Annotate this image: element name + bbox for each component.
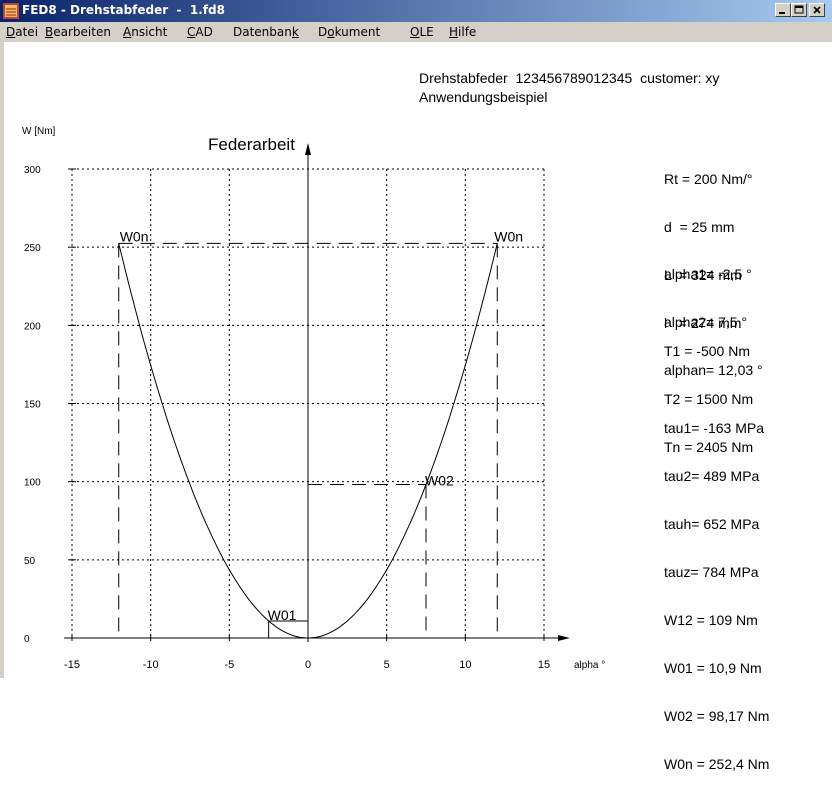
chart-title: Federarbeit [208, 135, 295, 154]
marker-label-w02: W02 [425, 473, 454, 489]
drawing-area [0, 42, 832, 678]
y-axis-arrow-icon [305, 143, 311, 155]
window-title: FED8 - Drehstabfeder - 1.fd8 [22, 3, 225, 17]
window-border [0, 42, 4, 678]
info-alphan: alphan= 12,03 ° [664, 362, 763, 378]
minimize-icon [779, 12, 785, 14]
close-icon [813, 6, 821, 14]
y-tick-label: 300 [24, 165, 41, 176]
x-tick-label: 15 [538, 659, 550, 671]
info-group-torques: T1 = -500 Nm T2 = 1500 Nm Tn = 2405 Nm [664, 311, 753, 471]
y-tick-label: 0 [24, 634, 30, 645]
info-tauh: tauh= 652 MPa [664, 516, 760, 532]
y-tick-label: 200 [24, 321, 41, 332]
x-tick-label: -15 [64, 659, 80, 671]
y-tick-label: 50 [24, 556, 36, 567]
info-l: l = 274 mm [664, 315, 742, 331]
close-button[interactable] [809, 3, 825, 17]
info-tn: Tn = 2405 Nm [664, 439, 754, 455]
x-tick-label: -10 [143, 659, 159, 671]
y-tick-label: 150 [24, 400, 41, 411]
info-w0n: W0n = 252,4 Nm [664, 756, 770, 772]
info-tau2: tau2= 489 MPa [664, 468, 760, 484]
x-tick-label: 0 [305, 659, 311, 671]
menu-hilfe[interactable]: Hilfe [449, 25, 477, 39]
info-w12: W12 = 109 Nm [664, 612, 758, 628]
maximize-button[interactable] [791, 3, 807, 17]
menu-datenbank[interactable]: Datenbank [233, 25, 299, 39]
menu-datei[interactable]: Datei [6, 25, 39, 39]
app-icon[interactable] [3, 3, 19, 19]
x-axis-arrow-icon [558, 635, 570, 641]
x-tick-label: -5 [224, 659, 234, 671]
marker-label-w0n-right: W0n [494, 228, 523, 244]
info-d: d = 25 mm [664, 219, 735, 235]
info-group-angles: alpha1= -2,5 ° alpha2= 7,5 ° alphan= 12,… [664, 234, 763, 394]
header-line-1: Drehstabfeder 123456789012345 customer: … [419, 70, 720, 86]
info-tau1: tau1= -163 MPa [664, 420, 765, 436]
info-L: L = 324 mm [664, 267, 742, 283]
info-w01: W01 = 10,9 Nm [664, 660, 762, 676]
marker-label-w01: W01 [268, 607, 297, 623]
info-group-geometry: Rt = 200 Nm/° d = 25 mm L = 324 mm l = 2… [664, 139, 752, 347]
info-alpha1: alpha1= -2,5 ° [664, 266, 752, 282]
menu-ole[interactable]: OLE [410, 25, 434, 39]
menu-bar: Datei Bearbeiten Ansicht CAD Datenbank D… [0, 22, 832, 42]
header-line-2: Anwendungsbeispiel [419, 89, 548, 105]
y-axis-label: W [Nm] [22, 126, 56, 137]
marker-label-w0n-left: W0n [120, 228, 149, 244]
x-tick-label: 10 [459, 659, 471, 671]
y-tick-label: 100 [24, 478, 41, 489]
info-t1: T1 = -500 Nm [664, 343, 750, 359]
x-axis-label: alpha ° [574, 660, 605, 671]
y-tick-label: 250 [24, 243, 41, 254]
work-curve [118, 243, 498, 639]
info-w02: W02 = 98,17 Nm [664, 708, 770, 724]
info-alpha2: alpha2= 7,5 ° [664, 314, 748, 330]
info-t2: T2 = 1500 Nm [664, 391, 754, 407]
maximize-icon [794, 5, 804, 14]
menu-cad[interactable]: CAD [187, 25, 213, 39]
title-bar[interactable]: FED8 - Drehstabfeder - 1.fd8 [0, 0, 832, 22]
menu-bearbeiten[interactable]: Bearbeiten [45, 25, 111, 39]
menu-dokument[interactable]: Dokument [318, 25, 381, 39]
menu-ansicht[interactable]: Ansicht [123, 25, 168, 39]
x-tick-label: 5 [384, 659, 390, 671]
info-rt: Rt = 200 Nm/° [664, 171, 753, 187]
minimize-button[interactable] [775, 3, 791, 17]
info-tauz: tauz= 784 MPa [664, 564, 759, 580]
